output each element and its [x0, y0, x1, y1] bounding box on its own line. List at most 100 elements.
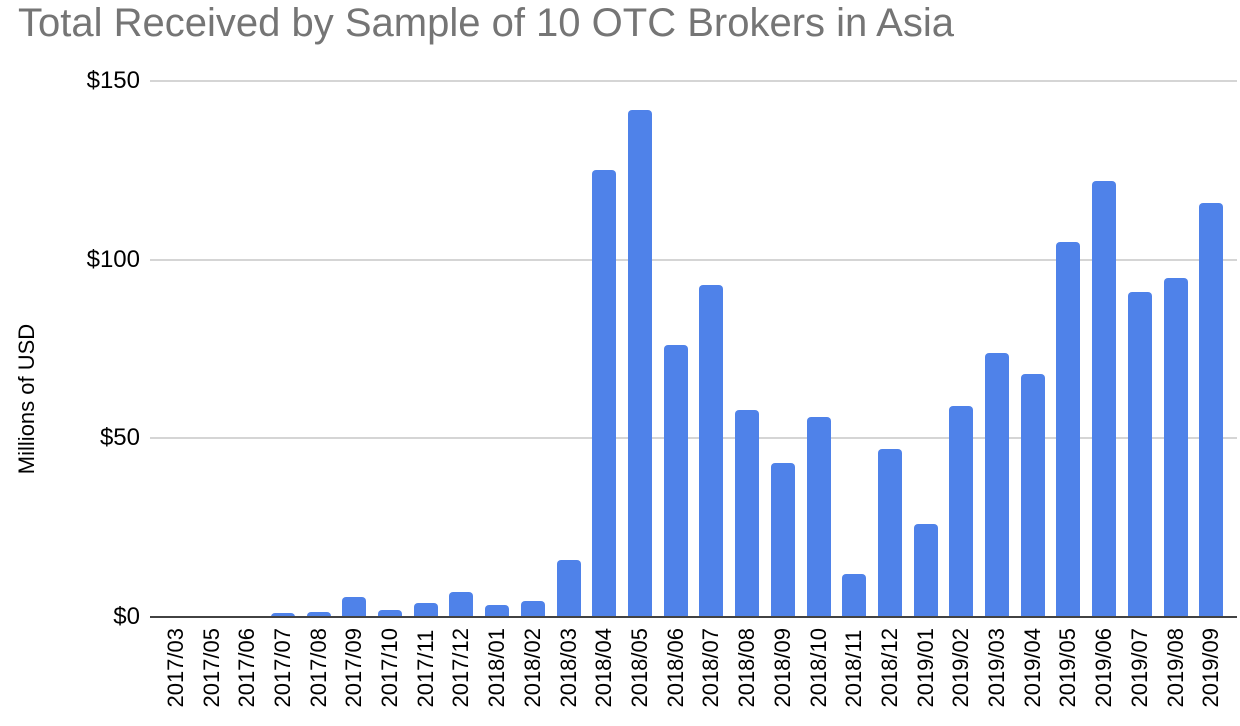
x-tick-label-2017/03: 2017/03	[162, 628, 188, 708]
bar-2018/09	[770, 463, 795, 617]
x-label-slot-2018/09: 2018/09	[765, 628, 801, 708]
x-label-slot-2017/06: 2017/06	[229, 628, 265, 708]
bar-slot-2018/05	[622, 81, 658, 617]
bar-slot-2018/02	[515, 81, 551, 617]
x-tick-label-2018/11: 2018/11	[841, 629, 867, 708]
x-label-slot-2018/05: 2018/05	[622, 628, 658, 708]
y-tick-label-$100: $100	[86, 245, 140, 273]
bar-slot-2018/07	[694, 81, 730, 617]
bar-slot-2017/03	[158, 81, 194, 617]
x-tick-label-2019/06: 2019/06	[1091, 628, 1117, 708]
bar-slot-2018/10	[801, 81, 837, 617]
x-label-slot-2018/10: 2018/10	[801, 628, 837, 708]
x-tick-label-2019/01: 2019/01	[912, 628, 938, 708]
bar-slot-2018/09	[765, 81, 801, 617]
bar-2019/05	[1056, 241, 1081, 617]
bar-slot-2019/05	[1051, 81, 1087, 617]
x-tick-label-2018/12: 2018/12	[876, 628, 902, 708]
x-label-slot-2018/06: 2018/06	[658, 628, 694, 708]
bar-2018/08	[735, 409, 760, 617]
bar-slot-2018/03	[551, 81, 587, 617]
x-tick-label-2018/08: 2018/08	[734, 628, 760, 708]
chart-title: Total Received by Sample of 10 OTC Broke…	[18, 1, 954, 45]
x-tick-label-2017/09: 2017/09	[341, 628, 367, 708]
bar-2018/05	[627, 109, 652, 617]
bar-2018/02	[520, 600, 545, 617]
bar-slot-2017/07	[265, 81, 301, 617]
bar-slot-2019/07	[1122, 81, 1158, 617]
x-label-slot-2018/03: 2018/03	[551, 628, 587, 708]
y-tick-label-$50: $50	[99, 424, 140, 452]
x-label-slot-2017/11: 2017/11	[408, 628, 444, 708]
bar-2019/04	[1020, 374, 1045, 617]
x-tick-label-2019/08: 2019/08	[1162, 628, 1188, 708]
bar-2018/06	[663, 345, 688, 617]
bar-slot-2018/11	[836, 81, 872, 617]
x-label-slot-2017/03: 2017/03	[158, 628, 194, 708]
x-label-slot-2019/04: 2019/04	[1015, 628, 1051, 708]
x-label-slot-2019/07: 2019/07	[1122, 628, 1158, 708]
bar-2018/01	[485, 604, 510, 617]
x-tick-label-2017/11: 2017/11	[412, 629, 438, 708]
bar-slot-2019/02	[943, 81, 979, 617]
x-label-slot-2018/12: 2018/12	[872, 628, 908, 708]
bar-slot-2019/01	[908, 81, 944, 617]
gridline-$100	[150, 258, 1237, 261]
x-label-slot-2017/07: 2017/07	[265, 628, 301, 708]
bar-slot-2018/12	[872, 81, 908, 617]
x-tick-label-2017/10: 2017/10	[377, 628, 403, 708]
bar-2019/02	[949, 406, 974, 617]
x-tick-label-2018/04: 2018/04	[591, 628, 617, 708]
bar-slot-2017/11	[408, 81, 444, 617]
x-label-slot-2019/01: 2019/01	[908, 628, 944, 708]
x-label-slot-2017/05: 2017/05	[194, 628, 230, 708]
bar-2019/03	[985, 352, 1010, 617]
gridline-$150	[150, 80, 1237, 82]
bar-slot-2017/06	[229, 81, 265, 617]
bar-slot-2018/08	[729, 81, 765, 617]
bar-2018/11	[842, 574, 867, 617]
x-tick-label-2017/05: 2017/05	[198, 628, 224, 708]
bar-slot-2018/04	[586, 81, 622, 617]
x-tick-label-2019/02: 2019/02	[948, 628, 974, 708]
x-label-slot-2018/07: 2018/07	[694, 628, 730, 708]
x-tick-label-2018/06: 2018/06	[662, 628, 688, 708]
x-tick-label-2017/12: 2017/12	[448, 628, 474, 708]
bar-2018/03	[556, 559, 581, 617]
x-label-slot-2017/09: 2017/09	[337, 628, 373, 708]
x-label-slot-2019/08: 2019/08	[1158, 628, 1194, 708]
x-tick-label-2019/05: 2019/05	[1055, 628, 1081, 708]
bar-slot-2019/09	[1193, 81, 1229, 617]
x-tick-label-2018/10: 2018/10	[805, 628, 831, 708]
x-axis-line	[150, 616, 1237, 618]
x-label-slot-2017/08: 2017/08	[301, 628, 337, 708]
bar-slot-2019/04	[1015, 81, 1051, 617]
x-label-slot-2019/09: 2019/09	[1193, 628, 1229, 708]
x-tick-label-2018/07: 2018/07	[698, 628, 724, 708]
bar-2019/08	[1163, 277, 1188, 617]
x-label-slot-2018/08: 2018/08	[729, 628, 765, 708]
bar-2019/07	[1127, 291, 1152, 617]
bar-2017/08	[306, 611, 331, 617]
x-label-slot-2019/05: 2019/05	[1051, 628, 1087, 708]
bar-slot-2019/08	[1158, 81, 1194, 617]
bar-2018/07	[699, 284, 724, 617]
bar-slot-2018/06	[658, 81, 694, 617]
x-tick-label-2017/06: 2017/06	[234, 628, 260, 708]
x-label-slot-2017/10: 2017/10	[372, 628, 408, 708]
x-tick-label-2019/09: 2019/09	[1198, 628, 1224, 708]
gridline-$50	[150, 437, 1237, 440]
bar-2017/07	[270, 613, 295, 617]
bar-slot-2017/10	[372, 81, 408, 617]
x-tick-label-2019/04: 2019/04	[1019, 628, 1045, 708]
x-label-slot-2018/04: 2018/04	[586, 628, 622, 708]
bar-2017/09	[342, 597, 367, 617]
bar-2017/10	[378, 609, 403, 617]
y-tick-label-$0: $0	[113, 603, 140, 630]
x-axis-labels: 2017/03 2017/05 2017/06 2017/07 2017/08 2017/…	[158, 628, 1229, 708]
bar-2019/01	[913, 524, 938, 617]
x-tick-label-2017/07: 2017/07	[269, 628, 295, 708]
x-label-slot-2018/11: 2018/11	[836, 628, 872, 708]
x-label-slot-2019/03: 2019/03	[979, 628, 1015, 708]
